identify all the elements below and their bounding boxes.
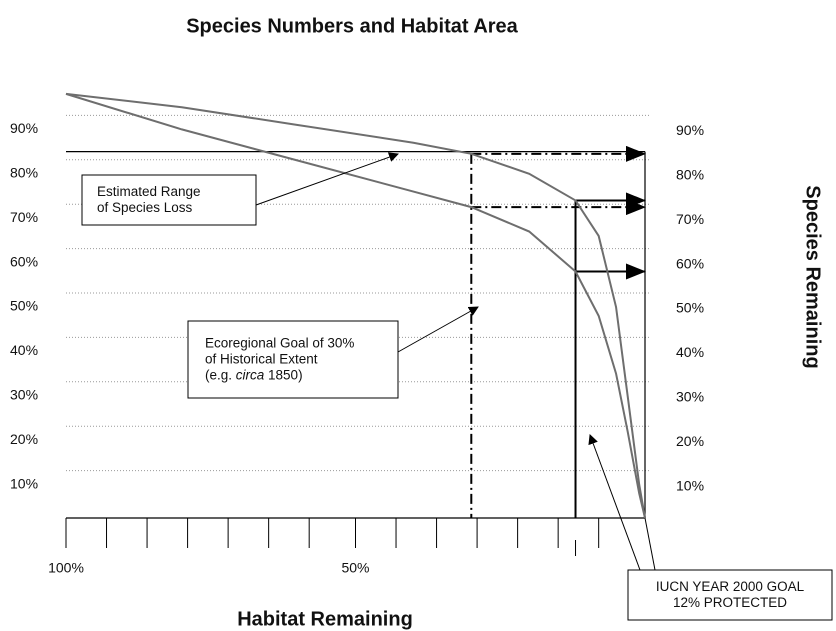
y-tick-label-right: 60% — [676, 255, 704, 271]
annotation-text: Ecoregional Goal of 30% — [205, 335, 354, 350]
annotation-segment: (e.g. — [205, 367, 236, 382]
annotation-segment: Estimated Range — [97, 184, 201, 199]
annotation-arrow — [255, 152, 399, 206]
y-tick-label-right: 40% — [676, 344, 704, 360]
annotation-segment: IUCN YEAR 2000 GOAL — [656, 579, 805, 594]
annotation-segment: of Historical Extent — [205, 351, 318, 366]
y-tick-label: 90% — [10, 120, 38, 136]
annotation-text: 12% PROTECTED — [673, 595, 787, 610]
y-axis-label: Species Remaining — [802, 185, 824, 368]
y-tick-label: 30% — [10, 387, 38, 403]
annotation-segment: of Species Loss — [97, 200, 193, 215]
x-tick-label: 50% — [341, 560, 369, 576]
annotation-box — [81, 174, 257, 226]
y-tick-label: 10% — [10, 475, 38, 491]
y-tick-label-right: 10% — [676, 477, 704, 493]
annotation-text: IUCN YEAR 2000 GOAL — [656, 579, 805, 594]
y-tick-label-right: 20% — [676, 433, 704, 449]
y-tick-label-right: 70% — [676, 211, 704, 227]
y-tick-label: 40% — [10, 342, 38, 358]
annotation-leader — [644, 517, 656, 571]
y-tick-label: 20% — [10, 431, 38, 447]
x-tick-label: 100% — [48, 560, 84, 576]
annotation-segment: 12% PROTECTED — [673, 595, 787, 610]
curve — [65, 92, 646, 519]
y-tick-label: 60% — [10, 253, 38, 269]
chart-title: Species Numbers and Habitat Area — [186, 15, 518, 37]
annotation-text: Estimated Range — [97, 184, 201, 199]
annotation-arrow — [588, 434, 641, 571]
curve — [65, 92, 646, 519]
annotation-text: of Species Loss — [97, 200, 193, 215]
annotation-text: of Historical Extent — [205, 351, 318, 366]
y-tick-label-right: 80% — [676, 167, 704, 183]
annotation-segment: 1850) — [264, 367, 302, 382]
annotation-segment: Ecoregional Goal of 30% — [205, 335, 354, 350]
x-axis-label: Habitat Remaining — [237, 608, 413, 630]
y-tick-label-right: 30% — [676, 389, 704, 405]
y-tick-label-right: 90% — [676, 122, 704, 138]
y-tick-label: 50% — [10, 298, 38, 314]
y-tick-label: 70% — [10, 209, 38, 225]
annotation-text: (e.g. circa 1850) — [205, 367, 303, 382]
annotation-arrow — [397, 306, 479, 353]
annotation-segment: circa — [236, 367, 265, 382]
annotation-box — [627, 569, 833, 621]
y-tick-label-right: 50% — [676, 300, 704, 316]
y-tick-label: 80% — [10, 165, 38, 181]
annotation-box — [187, 320, 399, 399]
